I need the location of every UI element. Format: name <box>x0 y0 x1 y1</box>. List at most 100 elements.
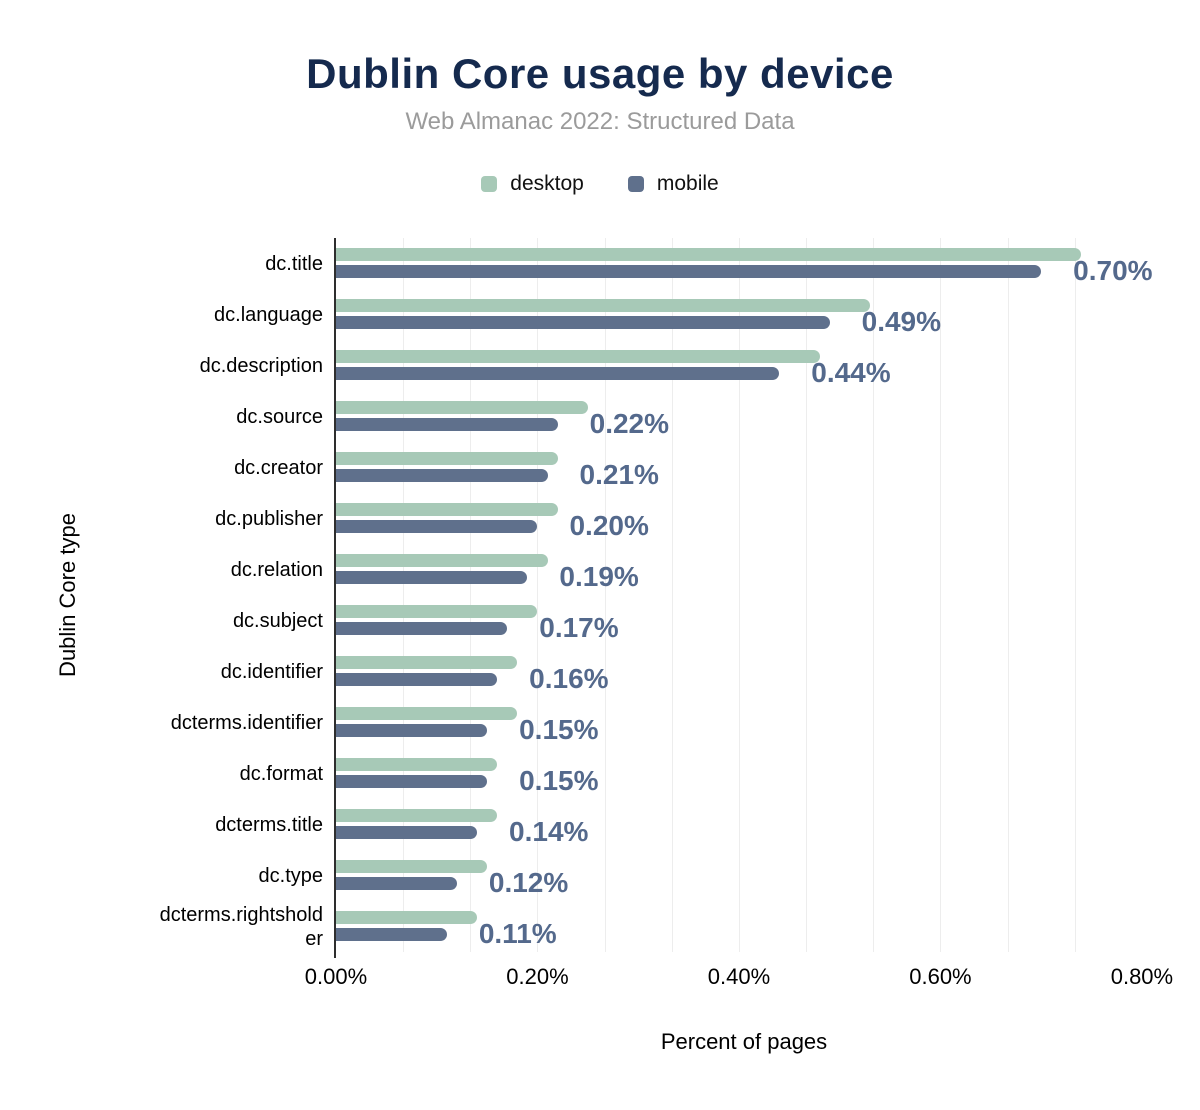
bar-mobile <box>336 673 498 686</box>
value-label: 0.19% <box>559 561 639 592</box>
gridline <box>470 238 472 952</box>
bar-desktop <box>336 452 558 465</box>
bar-row: dc.publisher 0.20% <box>215 493 1152 544</box>
x-axis-title: Percent of pages <box>660 1029 828 1054</box>
value-label: 0.17% <box>539 612 619 643</box>
x-tick-label: 0.20% <box>506 964 569 989</box>
value-label: 0.16% <box>529 663 609 694</box>
value-label: 0.14% <box>509 816 589 847</box>
value-label: 0.15% <box>519 765 599 796</box>
bar-desktop <box>336 911 478 924</box>
value-label: 0.21% <box>579 459 659 490</box>
bar-desktop <box>336 350 820 363</box>
gridline <box>738 238 740 952</box>
category-label: dc.language <box>214 303 323 326</box>
bar-mobile <box>336 571 528 584</box>
bar-desktop <box>336 860 488 873</box>
category-label: dc.identifier <box>220 660 323 683</box>
x-tick-label: 0.00% <box>304 964 368 989</box>
bar-row: dc.language 0.49% <box>214 289 1152 340</box>
bar-row: dc.relation 0.19% <box>231 544 1152 595</box>
gridline <box>604 238 606 952</box>
chart-title: Dublin Core usage by device <box>306 50 894 97</box>
category-label: dc.type <box>258 864 323 887</box>
bar-row: dc.identifier 0.16% <box>221 646 1152 697</box>
bar-mobile <box>336 622 508 635</box>
bar-mobile <box>336 928 447 941</box>
legend-item-desktop[interactable]: desktop <box>481 172 584 196</box>
value-label: 0.70% <box>1073 255 1153 286</box>
bar-desktop <box>336 503 558 516</box>
bar-mobile <box>336 520 538 533</box>
bar-mobile <box>336 367 780 380</box>
y-axis-line <box>334 238 336 958</box>
value-label: 0.12% <box>488 867 569 898</box>
bar-row: dc.format 0.15% <box>240 748 1152 799</box>
category-label: dcterms.rightsholder <box>159 903 323 950</box>
value-label: 0.20% <box>569 510 649 541</box>
bar-row: dcterms.rightsholder 0.11% <box>160 901 1152 952</box>
category-label: dc.relation <box>230 558 323 581</box>
gridline <box>873 238 875 952</box>
legend-item-mobile[interactable]: mobile <box>627 172 719 196</box>
bar-row: dc.creator 0.21% <box>234 442 1152 493</box>
category-label: dc.format <box>239 762 323 785</box>
bar-desktop <box>336 656 518 669</box>
x-tick-label: 0.60% <box>909 964 972 989</box>
category-label: dc.source <box>236 405 323 428</box>
value-label: 0.15% <box>519 714 599 745</box>
bar-mobile <box>336 418 558 431</box>
legend-label-mobile: mobile <box>656 172 719 195</box>
bar-mobile <box>336 775 488 788</box>
category-label: dcterms.title <box>215 813 323 836</box>
gridline <box>671 238 673 952</box>
legend: desktop mobile <box>0 172 1200 196</box>
bar-desktop <box>336 707 518 720</box>
gridline <box>537 238 539 952</box>
bar-row: dcterms.title 0.14% <box>215 799 1152 850</box>
category-label: dc.description <box>199 354 323 377</box>
gridline <box>1007 238 1009 952</box>
bar-mobile <box>336 877 457 890</box>
bar-row: dc.title 0.70% <box>265 238 1153 289</box>
category-label: dc.title <box>265 252 323 275</box>
bar-desktop <box>336 758 498 771</box>
bar-desktop <box>336 248 1082 261</box>
category-label: dcterms.identifier <box>170 711 323 734</box>
plot-area: dc.title 0.70% dc.language 0.49% dc.descript… <box>160 238 1153 958</box>
category-label: dc.subject <box>232 609 323 632</box>
gridline <box>1074 238 1076 952</box>
x-tick-label: 0.40% <box>707 964 771 989</box>
bar-mobile <box>336 265 1042 278</box>
bar-row: dc.type 0.12% <box>259 850 1152 901</box>
bar-desktop <box>336 299 870 312</box>
bar-desktop <box>336 605 538 618</box>
gridline <box>940 238 942 952</box>
bar-mobile <box>336 316 830 329</box>
bar-desktop <box>336 809 498 822</box>
value-label: 0.11% <box>478 918 557 949</box>
mobile-swatch-icon <box>627 176 644 192</box>
y-axis-title: Dublin Core type <box>55 513 80 677</box>
bar-mobile <box>336 826 478 839</box>
x-tick-label: 0.80% <box>1110 964 1174 989</box>
bar-row: dc.subject 0.17% <box>233 595 1152 646</box>
bar-mobile <box>336 724 488 737</box>
gridline <box>403 238 405 952</box>
bar-desktop <box>336 401 588 414</box>
legend-label-desktop: desktop <box>510 172 584 195</box>
value-label: 0.49% <box>861 306 942 337</box>
category-label: dc.publisher <box>215 507 323 530</box>
bar-row: dcterms.identifier 0.15% <box>171 697 1152 748</box>
bar-mobile <box>336 469 548 482</box>
category-label: dc.creator <box>234 456 323 479</box>
gridline <box>806 238 808 952</box>
value-label: 0.22% <box>589 408 670 439</box>
bar-row: dc.source 0.22% <box>236 391 1152 442</box>
bar-row: dc.description 0.44% <box>200 340 1152 391</box>
value-label: 0.44% <box>811 357 891 388</box>
chart-subtitle: Web Almanac 2022: Structured Data <box>405 108 795 135</box>
desktop-swatch-icon <box>481 176 498 192</box>
bar-desktop <box>336 554 548 567</box>
